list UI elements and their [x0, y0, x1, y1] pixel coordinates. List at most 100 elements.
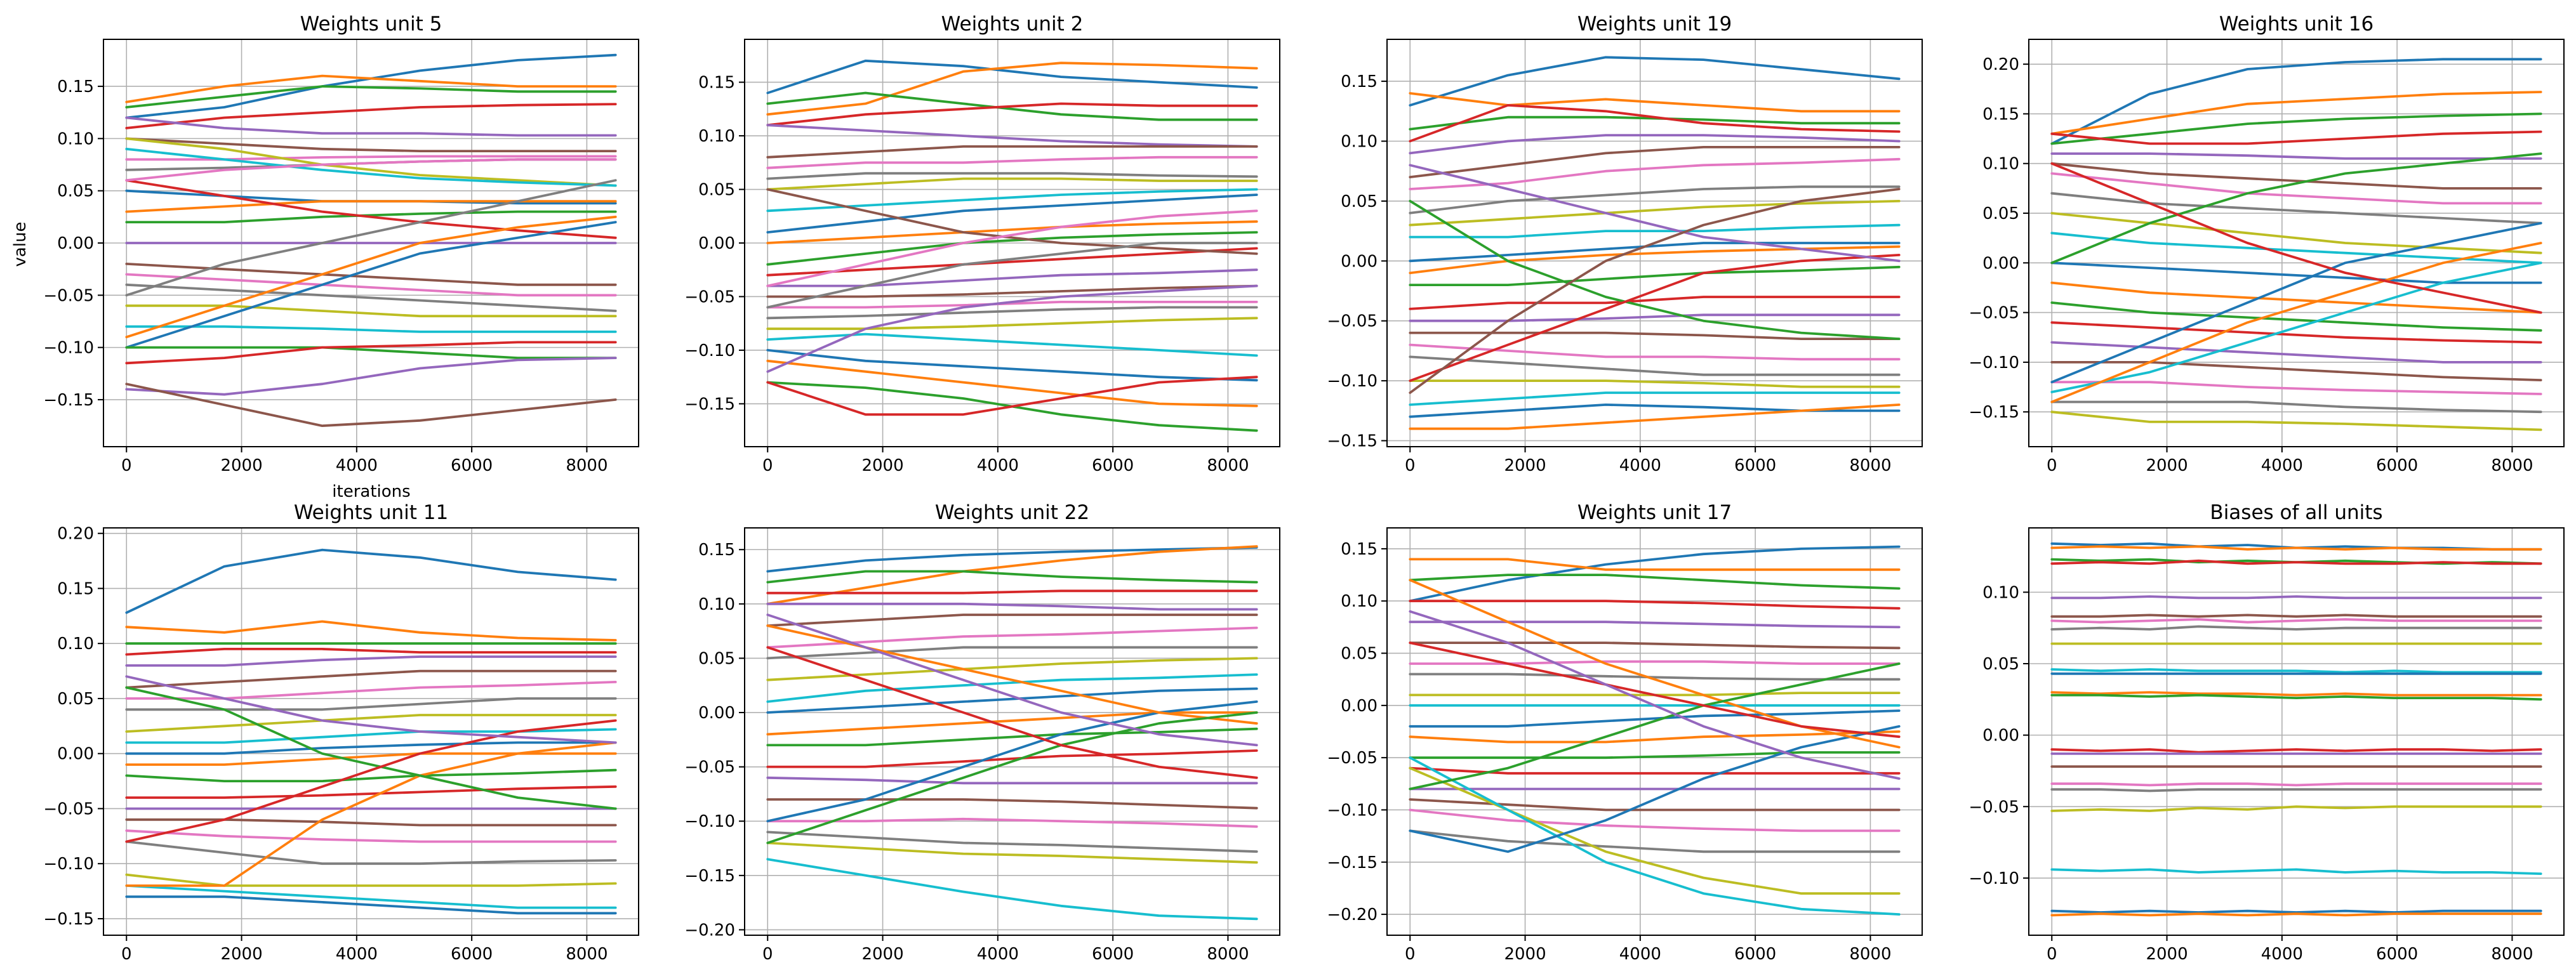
y-tick-label: −0.10 — [684, 812, 735, 831]
chart-title: Weights unit 16 — [2219, 13, 2374, 36]
series-line-w21 — [125, 895, 617, 915]
series-line-w11 — [1409, 709, 1901, 728]
series-line-w13 — [125, 210, 617, 223]
series-line-w24 — [1409, 641, 1901, 739]
y-tick-label: −0.15 — [684, 395, 735, 414]
x-tick-label: 8000 — [1849, 945, 1891, 964]
y-tick-label: −0.20 — [1327, 905, 1378, 924]
series-line-w16 — [125, 818, 617, 827]
series-line-w22 — [766, 359, 1258, 407]
x-tick-label: 0 — [762, 945, 773, 964]
x-tick-label: 2000 — [1504, 945, 1546, 964]
chart-panel-6: −0.20 −0.15 −0.10 −0.05 0.00 0.05 0.10 0.15 0 200… — [684, 501, 1280, 964]
series-line-w8 — [1409, 185, 1901, 214]
x-tick-label: 2000 — [220, 945, 262, 964]
chart-panel-1: −0.15 −0.10 −0.05 0.00 0.05 0.10 0.15 0 2000 4000… — [43, 13, 639, 475]
series-line-w4 — [1409, 600, 1901, 610]
series-line-w6 — [2050, 162, 2542, 190]
series-line-w6 — [766, 614, 1258, 627]
series-line-w13 — [766, 231, 1258, 266]
series-line-w10 — [1409, 223, 1901, 239]
x-tick-label: 8000 — [566, 456, 607, 475]
series-line-w20 — [1409, 756, 1901, 916]
chart-panel-4: −0.15 −0.10 −0.05 0.00 0.05 0.10 0.15 0.20 0 2000… — [1969, 13, 2565, 475]
y-tick-label: 0.10 — [1341, 592, 1378, 611]
y-tick-label: 0.15 — [1341, 540, 1378, 559]
series-line-w7 — [2050, 172, 2542, 205]
series-line-w19 — [1409, 766, 1901, 895]
series-line-w13 — [1409, 751, 1901, 759]
y-tick-label: 0.00 — [1982, 726, 2019, 746]
series-line-w6 — [125, 137, 617, 152]
series-line-w17 — [1409, 808, 1901, 832]
series-line-w6 — [1409, 146, 1901, 178]
series-line-w15 — [2050, 341, 2542, 364]
series-line-w13 — [766, 727, 1258, 747]
series-line-w24 — [125, 719, 617, 843]
y-tick-label: 0.20 — [1982, 55, 2019, 74]
series-line-w2 — [766, 62, 1258, 116]
y-tick-label: −0.15 — [43, 910, 94, 929]
series-line-w19 — [1409, 379, 1901, 388]
y-tick-label: −0.05 — [1327, 749, 1378, 768]
y-tick-label: 0.10 — [1982, 155, 2019, 174]
x-tick-label: 6000 — [1092, 945, 1134, 964]
series-line-w8 — [766, 172, 1258, 180]
series-line-w22 — [125, 215, 617, 339]
series-line-w12 — [766, 220, 1258, 244]
series-line-w6 — [1409, 641, 1901, 650]
y-tick-label: −0.10 — [43, 339, 94, 358]
chart-title: Weights unit 17 — [1577, 501, 1732, 524]
series-line-w4 — [1409, 104, 1901, 143]
series-line-w23 — [125, 686, 617, 810]
y-tick-label: 0.10 — [57, 634, 94, 654]
series-line-b17 — [2050, 782, 2542, 787]
chart-panel-2: −0.15 −0.10 −0.05 0.00 0.05 0.10 0.15 0 2000 4000… — [684, 13, 1280, 475]
axes-frame — [103, 527, 639, 936]
series-line-b5 — [2050, 595, 2542, 600]
chart-panel-5: −0.15 −0.10 −0.05 0.00 0.05 0.10 0.15 0.20 0 2000… — [43, 501, 639, 964]
series-line-w20 — [125, 325, 617, 333]
axes-frame — [1386, 39, 1923, 447]
series-line-w18 — [2050, 400, 2542, 414]
series-line-w25 — [766, 284, 1258, 373]
series-line-w21 — [125, 221, 617, 349]
series-line-w5 — [2050, 152, 2542, 160]
y-tick-label: −0.20 — [684, 921, 735, 940]
series-line-w11 — [766, 194, 1258, 233]
series-line-w8 — [125, 697, 617, 711]
series-line-w17 — [2050, 381, 2542, 395]
series-line-b13 — [2050, 693, 2542, 701]
series-line-w23 — [1409, 662, 1901, 791]
series-line-w18 — [125, 283, 617, 312]
series-line-w1 — [1409, 545, 1901, 603]
series-line-w1 — [766, 59, 1258, 95]
series-line-w1 — [766, 546, 1258, 573]
series-line-w9 — [125, 137, 617, 187]
series-line-w15 — [766, 776, 1258, 785]
series-line-w25 — [1409, 610, 1901, 780]
series-line-w28 — [766, 242, 1258, 309]
chart-panel-8: −0.10 −0.05 0.00 0.05 0.10 0 2000 4000 6000 8000 B… — [1969, 501, 2565, 964]
y-tick-label: 0.10 — [57, 129, 94, 148]
series-line-w22 — [125, 741, 617, 887]
series-line-w2 — [1409, 558, 1901, 571]
series-line-b6 — [2050, 614, 2542, 618]
y-tick-label: 0.05 — [57, 690, 94, 709]
x-tick-label: 6000 — [451, 945, 493, 964]
y-tick-label: 0.00 — [698, 704, 735, 723]
series-line-w6 — [125, 669, 617, 689]
x-tick-label: 0 — [1405, 945, 1416, 964]
series-line-w22 — [1409, 579, 1901, 749]
y-tick-label: 0.15 — [1341, 72, 1378, 91]
series-line-b12 — [2050, 691, 2542, 697]
series-line-w24 — [1409, 254, 1901, 382]
x-tick-label: 0 — [762, 456, 773, 475]
series-line-w14 — [766, 247, 1258, 277]
y-tick-label: −0.10 — [1969, 869, 2019, 888]
axes-frame — [2028, 527, 2565, 936]
series-line-w19 — [125, 873, 617, 887]
series-line-w16 — [2050, 361, 2542, 381]
series-line-w20 — [1409, 391, 1901, 406]
y-tick-label: −0.10 — [1969, 353, 2019, 372]
